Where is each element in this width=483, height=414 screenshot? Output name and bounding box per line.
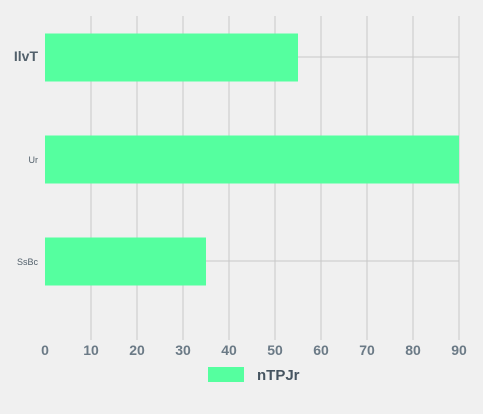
legend-swatch xyxy=(208,367,244,382)
x-tick-label: 30 xyxy=(175,342,191,358)
x-tick-label: 10 xyxy=(83,342,99,358)
y-category-label: Ur xyxy=(29,155,39,165)
x-tick-label: 40 xyxy=(221,342,237,358)
x-tick-label: 70 xyxy=(359,342,375,358)
bar xyxy=(45,33,298,82)
bar xyxy=(45,237,206,286)
legend: nTPJr xyxy=(208,367,300,384)
legend-label: nTPJr xyxy=(257,367,300,384)
x-axis-tick-labels: 0 10 20 30 40 50 60 70 80 90 xyxy=(41,342,467,358)
y-axis-category-labels: IlvT Ur SsBc xyxy=(14,48,39,267)
x-tick-label: 90 xyxy=(451,342,467,358)
y-category-label: IlvT xyxy=(14,48,39,64)
y-category-label: SsBc xyxy=(17,257,39,267)
bar xyxy=(45,135,459,184)
x-tick-label: 50 xyxy=(267,342,283,358)
x-tick-label: 80 xyxy=(405,342,421,358)
bars xyxy=(45,33,459,286)
x-tick-label: 60 xyxy=(313,342,329,358)
x-tick-label: 20 xyxy=(129,342,145,358)
x-tick-label: 0 xyxy=(41,342,49,358)
